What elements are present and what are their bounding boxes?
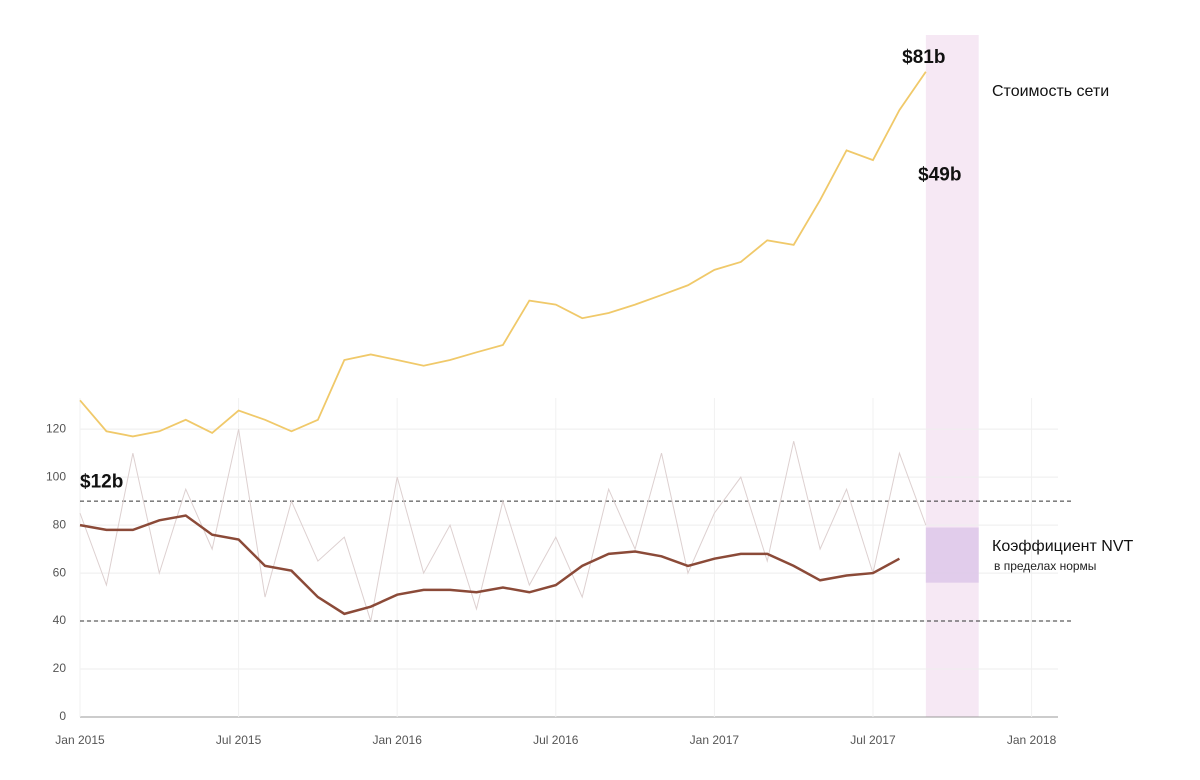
series-line	[79, 71, 927, 438]
y-tick-label: 100	[46, 469, 66, 483]
normal-band	[925, 527, 979, 583]
x-tick-label: Jul 2017	[850, 733, 896, 747]
x-tick-label: Jan 2016	[372, 733, 422, 747]
y-tick-label: 60	[53, 565, 67, 579]
band-label: в пределах нормы	[994, 559, 1096, 573]
legend-label: Стоимость сети	[992, 83, 1109, 100]
x-tick-label: Jan 2015	[55, 733, 105, 747]
x-tick-label: Jan 2018	[1007, 733, 1057, 747]
y-tick-label: 80	[53, 517, 67, 531]
annotation: $12b	[80, 472, 123, 493]
x-tick-label: Jul 2016	[533, 733, 579, 747]
y-tick-label: 120	[46, 421, 66, 435]
series-line	[79, 429, 927, 622]
highlight-region	[925, 35, 979, 717]
series-line	[79, 514, 901, 616]
y-tick-label: 20	[53, 661, 67, 675]
y-tick-label: 40	[53, 613, 67, 627]
legend-label: Коэффициент NVT	[992, 538, 1133, 555]
annotation: $81b	[902, 47, 945, 68]
x-tick-label: Jan 2017	[690, 733, 740, 747]
annotation: $49b	[918, 164, 961, 185]
x-tick-label: Jul 2015	[216, 733, 262, 747]
y-tick-label: 0	[59, 709, 66, 723]
